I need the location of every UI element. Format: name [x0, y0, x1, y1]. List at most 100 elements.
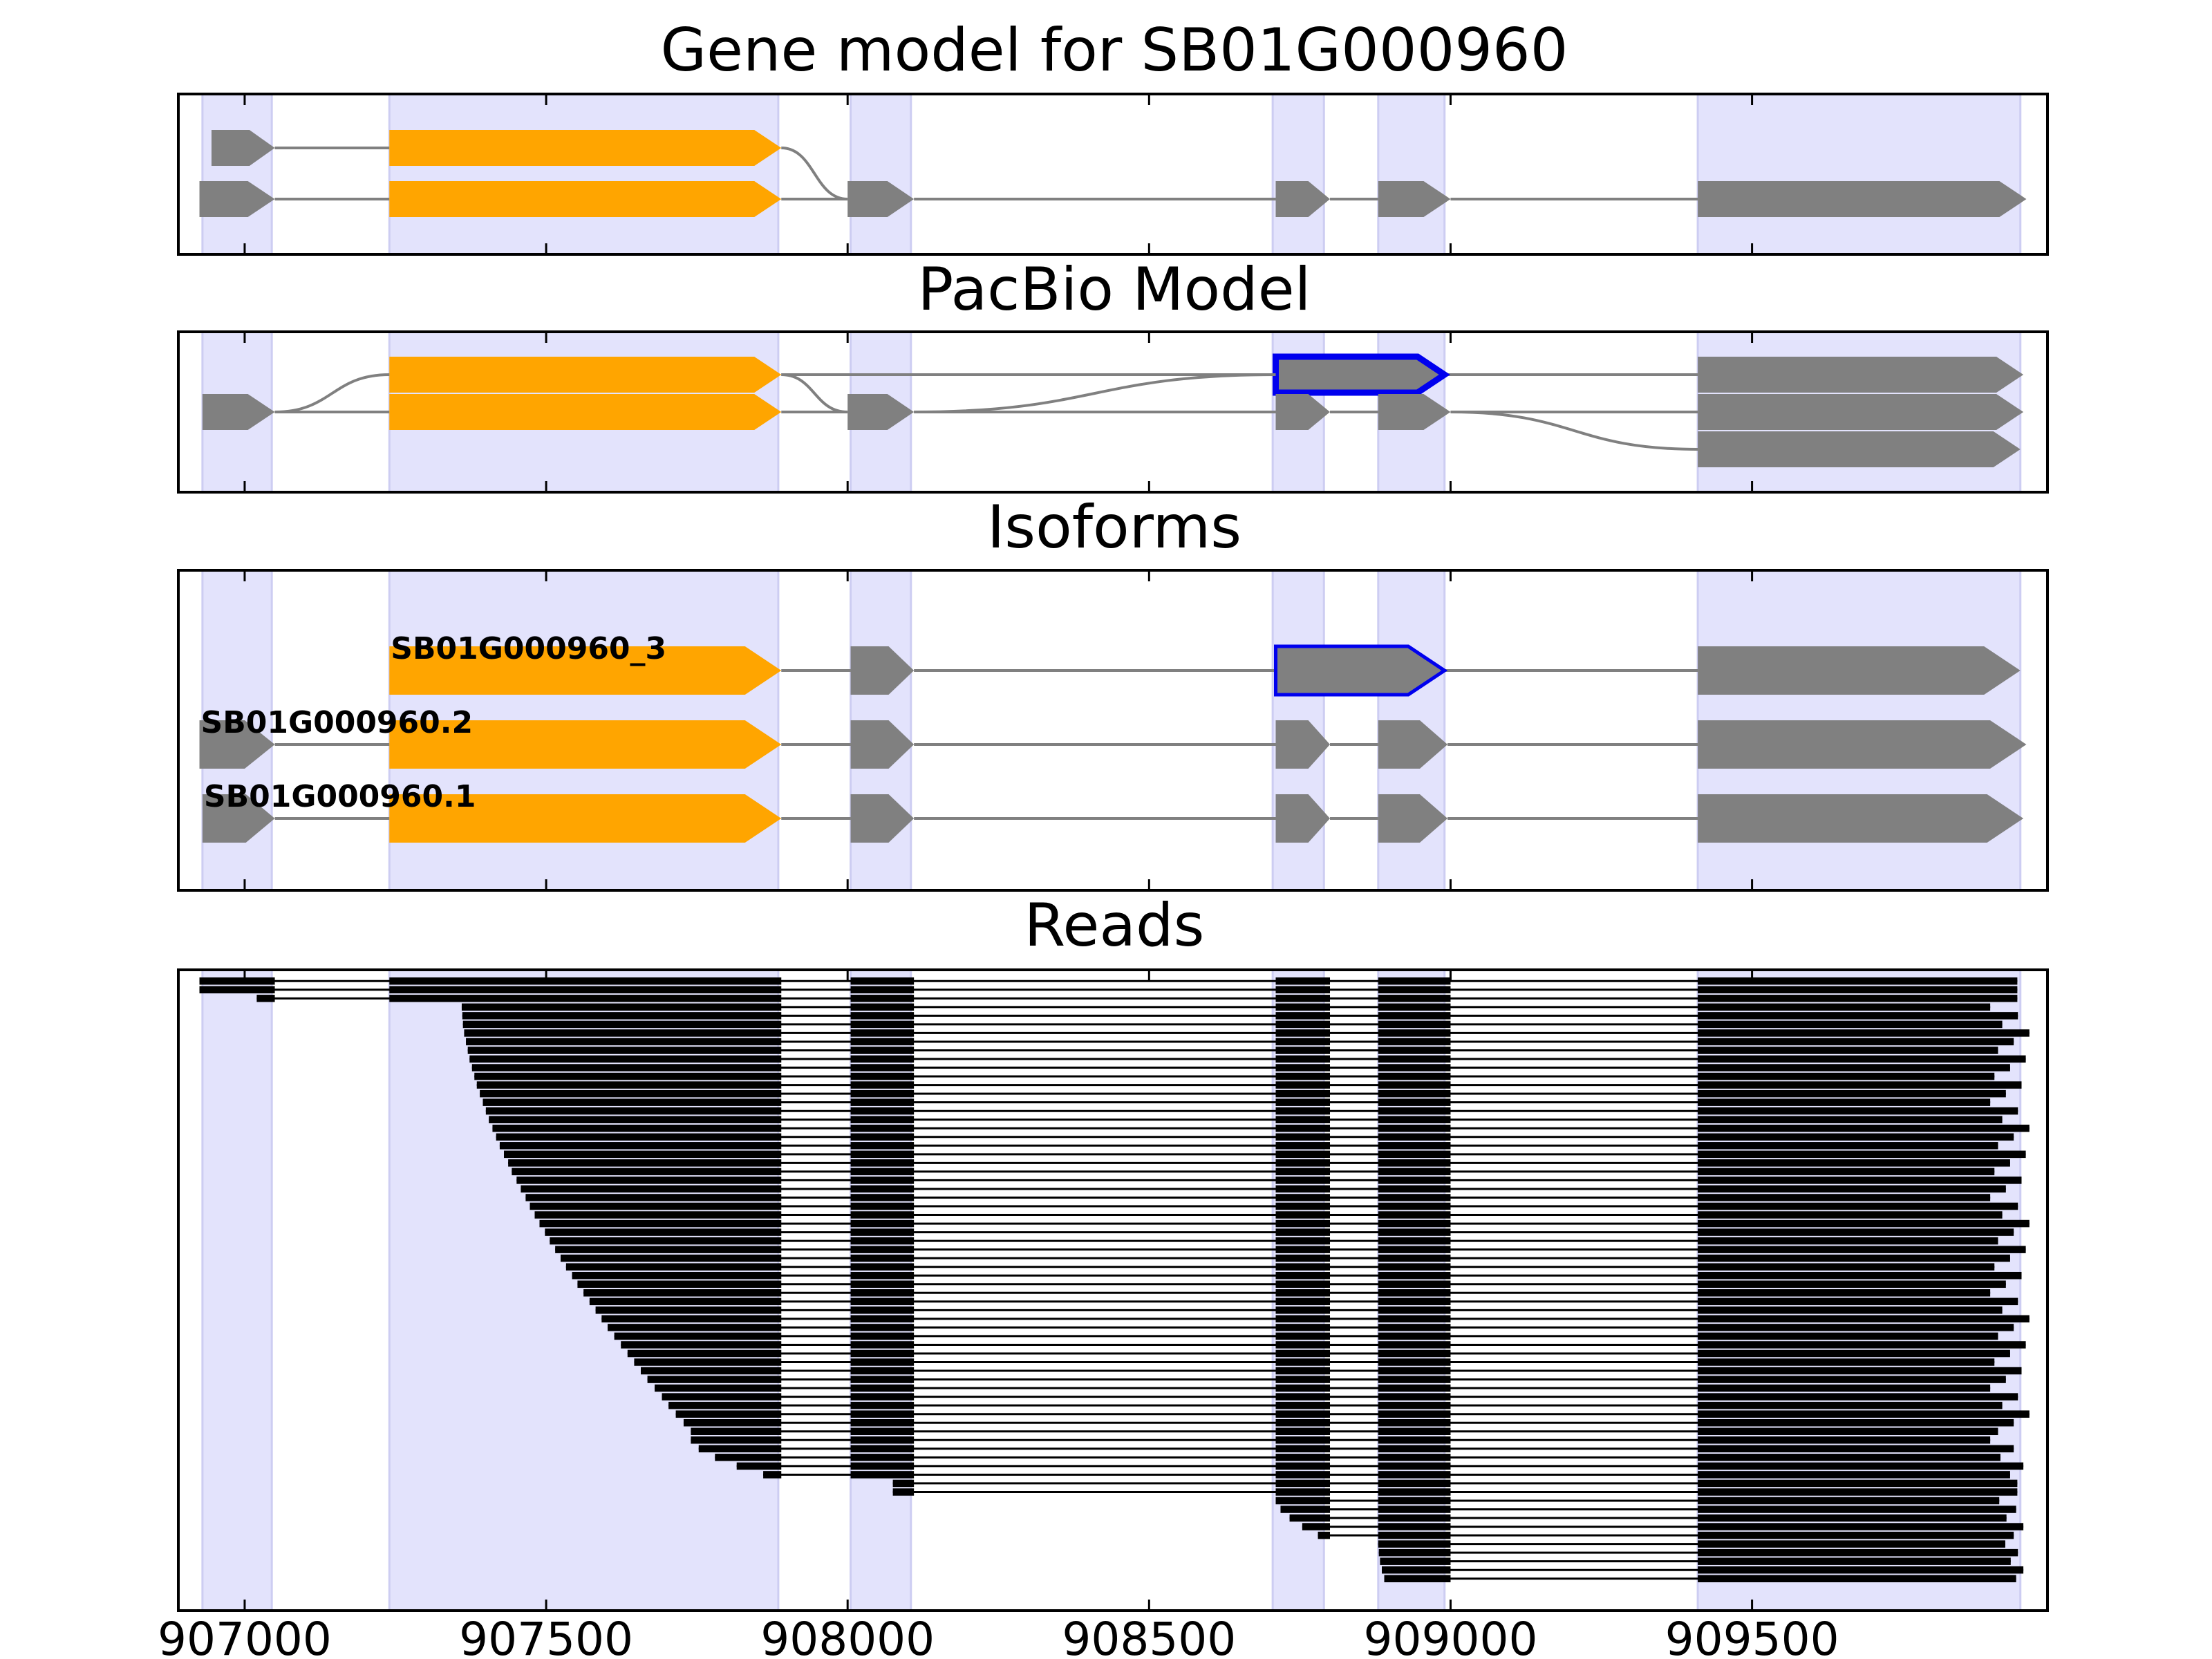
- read-block-54-3: [1378, 1445, 1451, 1453]
- read-block-38-3: [1378, 1306, 1451, 1314]
- read-63: [1302, 1523, 2024, 1530]
- read-block-27-1: [850, 1211, 915, 1219]
- read-block-56-3: [1378, 1462, 1451, 1470]
- read-block-0-0: [199, 977, 275, 985]
- read-block-33-4: [1698, 1263, 1995, 1271]
- read-block-15-2: [1275, 1107, 1331, 1115]
- exon-1-1-2: [847, 394, 915, 430]
- x-tick-label: 909500: [1665, 1613, 1839, 1659]
- gene-model-panel: [177, 93, 2049, 256]
- read-block-3-3: [1378, 1003, 1451, 1011]
- read-block-48-2: [1275, 1393, 1331, 1400]
- read-block-0-2: [850, 977, 915, 985]
- read-block-39-4: [1698, 1315, 2030, 1323]
- intron-connector-1-3: [1450, 411, 1698, 451]
- read-block-20-0: [504, 1150, 782, 1159]
- read-block-53-2: [1275, 1436, 1331, 1444]
- read-block-59-0: [892, 1488, 915, 1496]
- read-block-34-0: [572, 1271, 782, 1280]
- read-block-39-2: [1275, 1315, 1331, 1323]
- read-block-18-4: [1698, 1133, 2014, 1141]
- read-block-11-4: [1698, 1072, 1995, 1080]
- read-block-33-1: [850, 1263, 915, 1271]
- isoforms-panel: SB01G000960_3 SB01G000960.2 SB01G000960.1: [177, 569, 2049, 892]
- read-block-52-1: [850, 1427, 915, 1436]
- read-block-14-4: [1698, 1098, 1991, 1106]
- read-block-15-3: [1378, 1107, 1451, 1115]
- read-59: [892, 1488, 2018, 1496]
- read-block-14-1: [850, 1098, 915, 1106]
- read-block-7-1: [850, 1038, 915, 1046]
- exon-band-0-0: [201, 93, 273, 256]
- read-39: [601, 1315, 2030, 1323]
- read-block-53-3: [1378, 1436, 1451, 1444]
- read-block-15-4: [1698, 1107, 2018, 1115]
- read-8: [467, 1047, 1998, 1054]
- read-9: [469, 1055, 2026, 1063]
- exon-2-2-2: [850, 794, 915, 843]
- read-30: [550, 1237, 1998, 1245]
- read-block-1-2: [850, 986, 915, 994]
- read-block-27-3: [1378, 1211, 1451, 1219]
- read-block-17-1: [850, 1124, 915, 1132]
- read-block-49-1: [850, 1401, 915, 1409]
- read-block-8-0: [467, 1047, 782, 1054]
- read-block-41-2: [1275, 1332, 1331, 1340]
- read-15: [485, 1107, 2018, 1115]
- read-block-61-1: [1378, 1506, 1451, 1513]
- read-block-5-1: [850, 1020, 915, 1029]
- read-block-63-2: [1698, 1523, 2024, 1530]
- read-block-44-1: [850, 1358, 915, 1366]
- read-52: [691, 1427, 1998, 1436]
- read-block-14-0: [482, 1098, 782, 1106]
- read-block-26-0: [529, 1202, 782, 1210]
- exon-1-1-5: [1698, 394, 2024, 430]
- read-block-12-0: [476, 1081, 782, 1089]
- read-block-38-2: [1275, 1306, 1331, 1314]
- cds-exon-2-2-1: [389, 794, 782, 843]
- read-block-12-2: [1275, 1081, 1331, 1089]
- exon-2-2-3: [1275, 794, 1331, 843]
- read-block-33-3: [1378, 1263, 1451, 1271]
- read-13: [480, 1089, 2006, 1098]
- read-35: [577, 1280, 2006, 1288]
- read-block-36-2: [1275, 1289, 1331, 1297]
- read-block-28-2: [1275, 1219, 1331, 1228]
- read-block-24-0: [521, 1185, 782, 1193]
- intron-connector-1-0: [274, 373, 390, 413]
- read-block-32-4: [1698, 1254, 2010, 1262]
- read-block-6-0: [464, 1029, 782, 1037]
- read-block-9-1: [850, 1055, 915, 1063]
- read-block-48-0: [662, 1393, 782, 1400]
- read-block-16-4: [1698, 1116, 2003, 1123]
- read-block-27-4: [1698, 1211, 2003, 1219]
- read-block-18-3: [1378, 1133, 1451, 1141]
- exon-0-1-2: [847, 181, 915, 217]
- read-block-29-1: [850, 1228, 915, 1236]
- read-block-45-1: [850, 1367, 915, 1375]
- read-block-7-2: [1275, 1038, 1331, 1046]
- reads-title: Reads: [1024, 891, 1205, 960]
- read-block-6-3: [1378, 1029, 1451, 1037]
- read-block-3-0: [461, 1003, 782, 1011]
- exon-band-0-4: [1377, 93, 1446, 256]
- read-block-19-3: [1378, 1142, 1451, 1150]
- read-38: [595, 1306, 2003, 1314]
- read-block-11-2: [1275, 1072, 1331, 1080]
- read-block-54-4: [1698, 1445, 2014, 1453]
- cds-exon-2-1-1: [389, 720, 782, 769]
- read-28: [539, 1219, 2030, 1228]
- read-45: [641, 1367, 2022, 1375]
- read-block-58-0: [892, 1479, 915, 1488]
- read-22: [512, 1168, 1995, 1176]
- read-block-16-2: [1275, 1116, 1331, 1123]
- read-block-38-0: [595, 1306, 782, 1314]
- read-block-25-0: [525, 1194, 782, 1201]
- read-block-68-1: [1698, 1566, 2024, 1574]
- read-block-23-4: [1698, 1177, 2022, 1184]
- read-block-3-2: [1275, 1003, 1331, 1011]
- read-block-22-3: [1378, 1168, 1451, 1176]
- read-block-49-3: [1378, 1401, 1451, 1409]
- axes-frame-1: [177, 330, 2049, 494]
- axes-frame-3: [177, 968, 2049, 1612]
